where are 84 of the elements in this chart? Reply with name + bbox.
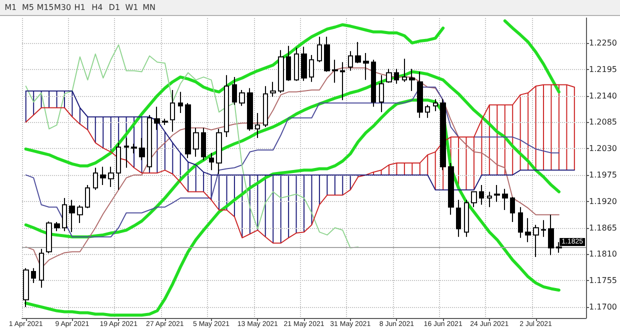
candlestick	[185, 102, 191, 159]
candlestick	[54, 222, 60, 232]
candlestick	[247, 88, 253, 132]
candlestick	[433, 98, 438, 112]
candlestick	[402, 58, 407, 82]
candlestick	[286, 45, 291, 82]
candlestick	[201, 127, 206, 161]
y-tick-label: 1.1975	[589, 170, 618, 180]
candlestick	[85, 184, 90, 209]
candlestick	[409, 68, 415, 92]
candlestick	[93, 167, 98, 190]
candlestick	[340, 62, 345, 101]
candlestick	[471, 191, 477, 208]
candlestick	[178, 91, 183, 114]
candlestick	[487, 191, 492, 208]
y-tick-label: 1.2195	[589, 64, 618, 74]
candlestick	[533, 224, 539, 258]
candlestick	[39, 248, 44, 288]
candlestick	[23, 268, 29, 308]
candlestick	[548, 214, 554, 256]
candlestick	[209, 152, 214, 171]
timeframe-toolbar: M1 M5 M15M30 H1 H4 D1 W1 MN	[0, 0, 620, 16]
candlestick	[379, 74, 384, 113]
y-tick-label: 1.2140	[589, 91, 618, 100]
candlestick	[510, 196, 515, 222]
candlestick	[464, 199, 469, 238]
candlestick	[394, 68, 399, 84]
candlestick	[355, 42, 361, 64]
candlestick	[193, 127, 199, 158]
candlestick	[108, 166, 114, 188]
candlestick	[309, 54, 314, 82]
candlestick	[332, 59, 338, 84]
candlestick	[301, 46, 307, 82]
y-tick-label: 1.2030	[589, 144, 618, 154]
candlestick	[263, 86, 268, 128]
candlestick	[270, 81, 276, 98]
candlestick	[62, 198, 67, 232]
candlestick	[479, 184, 484, 206]
candlestick	[525, 218, 531, 243]
candlestick	[456, 199, 461, 238]
candlestick	[46, 221, 52, 254]
candlestick	[224, 74, 229, 138]
candlestick	[494, 184, 500, 202]
candlestick	[216, 128, 222, 174]
candlestick	[324, 36, 330, 72]
y-tick-label: 1.2250	[589, 38, 618, 48]
candlestick	[363, 52, 369, 80]
candlestick	[69, 199, 75, 233]
candlestick	[448, 162, 454, 216]
candlestick	[100, 166, 106, 186]
candlestick	[371, 59, 376, 108]
y-tick-label: 1.1755	[589, 276, 618, 286]
candlestick	[502, 188, 508, 210]
candlestick	[139, 138, 145, 161]
candlestick	[255, 112, 260, 138]
candlestick	[278, 50, 284, 94]
candlestick	[440, 98, 446, 171]
candlestick	[131, 143, 137, 154]
candlestick	[417, 71, 423, 118]
y-tick-label: 1.1700	[589, 302, 618, 312]
line-series	[25, 44, 359, 248]
candlestick	[541, 220, 546, 238]
line-series	[24, 98, 560, 317]
candlestick	[232, 76, 237, 106]
candlestick	[147, 114, 152, 171]
candlestick	[386, 68, 392, 84]
candlestick	[348, 50, 353, 72]
candlestick	[425, 104, 430, 118]
y-tick-label: 1.1920	[589, 196, 618, 206]
candlestick	[116, 142, 121, 190]
y-tick-label: 1.1865	[589, 223, 618, 232]
candlestick	[77, 204, 83, 224]
candlestick	[518, 206, 523, 238]
candlestick	[170, 90, 175, 132]
y-tick-label: 1.2085	[589, 118, 618, 127]
candlestick	[294, 47, 299, 82]
line-series	[25, 90, 575, 190]
candlestick	[154, 106, 160, 130]
candlestick	[31, 268, 36, 284]
y-tick-label: 1.1810	[589, 250, 618, 259]
candlestick	[124, 138, 129, 168]
candlestick	[317, 36, 322, 63]
candlestick	[162, 118, 168, 126]
candlestick	[239, 90, 245, 106]
